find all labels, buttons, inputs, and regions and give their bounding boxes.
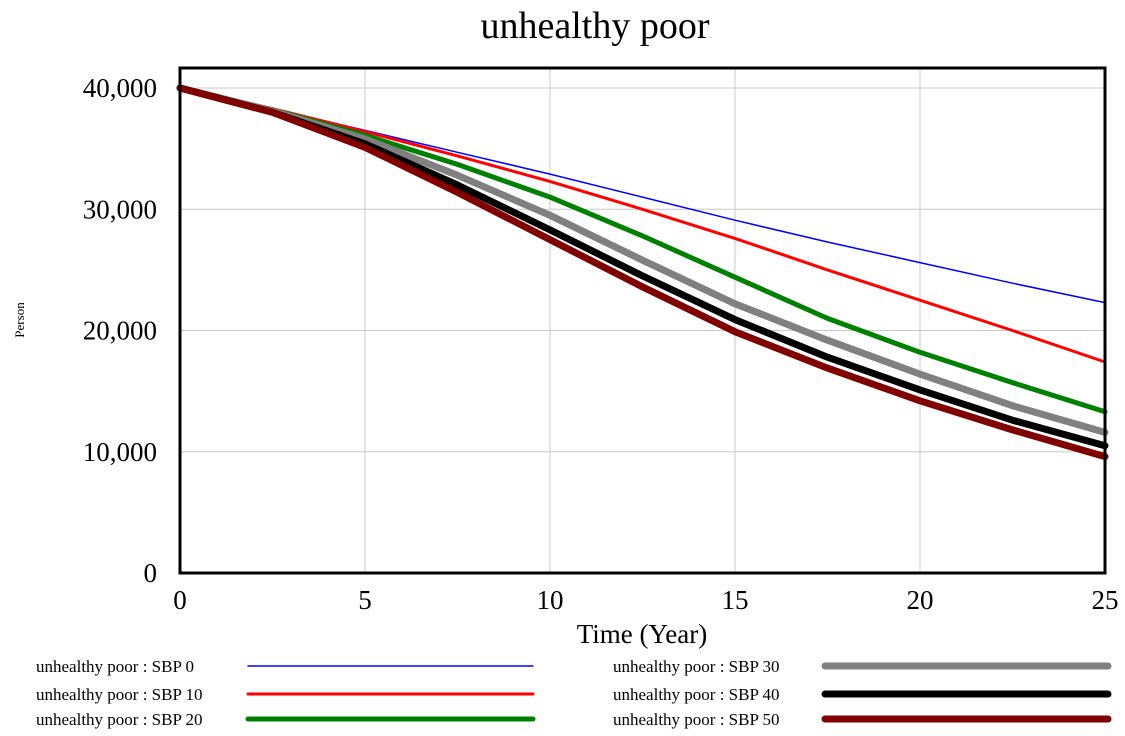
legend: unhealthy poor : SBP 0 unhealthy poor : S… [36,657,1112,729]
series-line-3 [177,85,1108,415]
x-axis-ticks: 0 5 10 15 20 25 [173,585,1118,615]
series-line-4 [176,84,1109,436]
legend-item: unhealthy poor : SBP 50 [613,710,1112,729]
legend-item: unhealthy poor : SBP 40 [613,685,1112,704]
x-tick-label: 25 [1092,585,1119,615]
legend-item: unhealthy poor : SBP 10 [36,685,535,704]
chart-title: unhealthy poor [480,5,709,47]
y-tick-label: 20,000 [83,316,157,346]
legend-label: unhealthy poor : SBP 20 [36,710,203,729]
y-tick-label: 30,000 [83,194,157,224]
x-tick-label: 0 [173,585,187,615]
y-tick-label: 40,000 [83,73,157,103]
legend-item: unhealthy poor : SBP 20 [36,710,536,729]
legend-item: unhealthy poor : SBP 0 [36,657,534,676]
x-tick-label: 10 [537,585,564,615]
x-axis-label: Time (Year) [577,619,708,649]
legend-label: unhealthy poor : SBP 10 [36,685,203,704]
legend-label: unhealthy poor : SBP 0 [36,657,194,676]
y-tick-label: 0 [144,558,158,588]
y-axis-label: Person [12,302,27,338]
x-tick-label: 5 [358,585,372,615]
legend-item: unhealthy poor : SBP 30 [613,657,1112,676]
plot-frame [178,66,1107,575]
x-tick-label: 15 [722,585,749,615]
legend-label: unhealthy poor : SBP 30 [613,657,780,676]
y-tick-label: 10,000 [83,437,157,467]
legend-label: unhealthy poor : SBP 50 [613,710,780,729]
series-lines [176,84,1109,461]
series-line-2 [178,86,1107,364]
series-line-6 [176,84,1109,461]
x-tick-label: 20 [907,585,934,615]
gridlines [180,68,1105,573]
y-axis-ticks: 0 10,000 20,000 30,000 40,000 [83,73,157,588]
legend-label: unhealthy poor : SBP 40 [613,685,780,704]
